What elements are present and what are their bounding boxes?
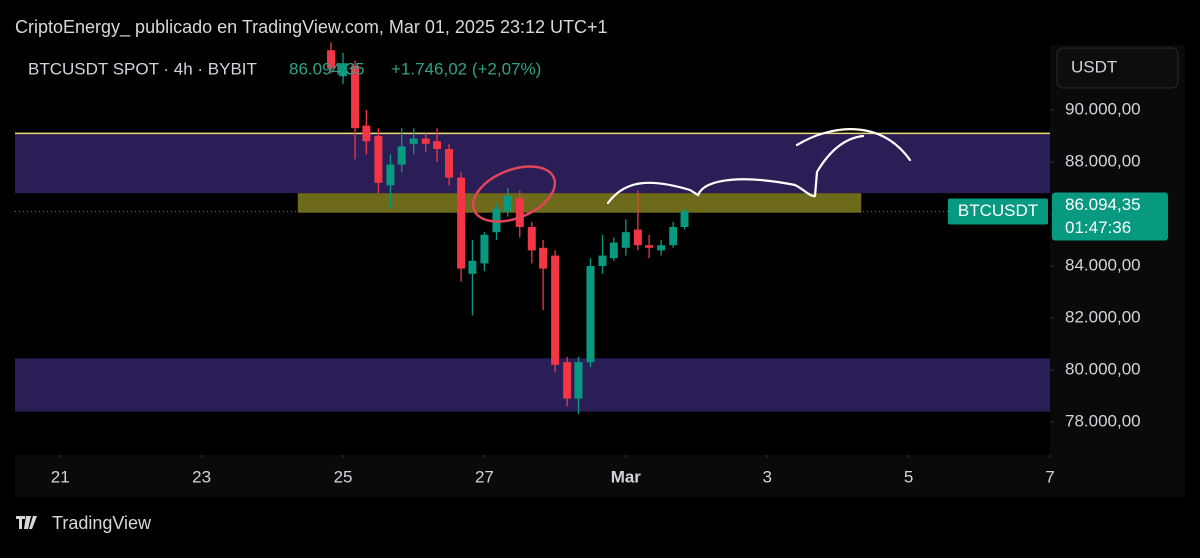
x-tick-label: 3 <box>762 467 771 486</box>
x-tick-label: 23 <box>192 467 211 486</box>
candle-body <box>374 135 383 183</box>
candle-body <box>457 177 466 269</box>
hand-drawn-path <box>606 128 912 205</box>
zones <box>15 132 1050 412</box>
currency-label[interactable]: USDT <box>1071 57 1117 76</box>
y-tick-label: 82.000,00 <box>1065 307 1141 326</box>
last-price: 86.094,35 <box>289 59 365 78</box>
symbol-tag <box>948 198 1048 225</box>
candle-body <box>386 164 395 186</box>
publisher-line: CriptoEnergy_ publicado en TradingView.c… <box>15 17 608 38</box>
candle-body <box>527 226 536 251</box>
candle-body <box>515 198 524 227</box>
candle-body <box>563 362 572 399</box>
x-tick-label: 25 <box>334 467 353 486</box>
x-tick-label: 27 <box>475 467 494 486</box>
candle-body <box>680 211 689 227</box>
price-tag-countdown: 01:47:36 <box>1065 218 1131 237</box>
brand: TradingView <box>16 513 152 533</box>
zone <box>297 193 862 213</box>
y-tick-label: 78.000,00 <box>1065 411 1141 430</box>
candle-body <box>657 245 666 251</box>
candle-body <box>539 247 548 269</box>
candle-body <box>574 362 583 399</box>
candle-body <box>503 195 512 212</box>
y-tick-label: 84.000,00 <box>1065 255 1141 274</box>
candle-body <box>362 125 371 142</box>
brand-logo <box>16 516 37 529</box>
symbol-tag-label: BTCUSDT <box>958 201 1038 220</box>
candle-body <box>433 141 442 149</box>
x-tick-label: 5 <box>904 467 913 486</box>
y-axis-band <box>1050 45 1185 497</box>
candle-body <box>645 245 654 248</box>
candle-body <box>551 255 560 365</box>
candle-body <box>351 65 360 129</box>
y-tick-label: 88.000,00 <box>1065 151 1141 170</box>
x-axis-band <box>15 455 1050 497</box>
symbol: BTCUSDT SPOT · 4h · BYBIT <box>28 59 257 78</box>
candle-body <box>397 146 406 165</box>
currency-button[interactable] <box>1056 47 1179 89</box>
candle-body <box>327 50 336 69</box>
y-tick-label: 80.000,00 <box>1065 359 1141 378</box>
zone <box>15 133 1050 194</box>
x-tick-label: 21 <box>51 467 70 486</box>
brand-name: TradingView <box>52 513 152 533</box>
x-tick-label: 7 <box>1045 467 1054 486</box>
hand-drawn-ellipse <box>471 165 557 223</box>
candle-body <box>339 63 348 77</box>
candle-body <box>409 138 418 144</box>
x-tick-label: Mar <box>611 467 642 486</box>
candle-body <box>621 232 630 248</box>
candle-body <box>468 260 477 274</box>
candle-body <box>598 255 607 266</box>
price-tags: BTCUSDT 86.094,35 01:47:36 <box>948 192 1168 241</box>
candle-body <box>633 229 642 246</box>
candle-body <box>669 226 678 246</box>
change: +1.746,02 (+2,07%) <box>391 59 541 78</box>
candle-body <box>445 148 454 178</box>
price-tag-value: 86.094,35 <box>1065 195 1141 214</box>
candle-body <box>480 234 489 264</box>
candle-body <box>421 138 430 144</box>
candles <box>15 42 1050 415</box>
candle-body <box>586 265 595 363</box>
zone <box>15 358 1050 412</box>
price-tag <box>1052 192 1168 241</box>
candle-body <box>609 242 618 259</box>
y-tick-label: 90.000,00 <box>1065 99 1141 118</box>
